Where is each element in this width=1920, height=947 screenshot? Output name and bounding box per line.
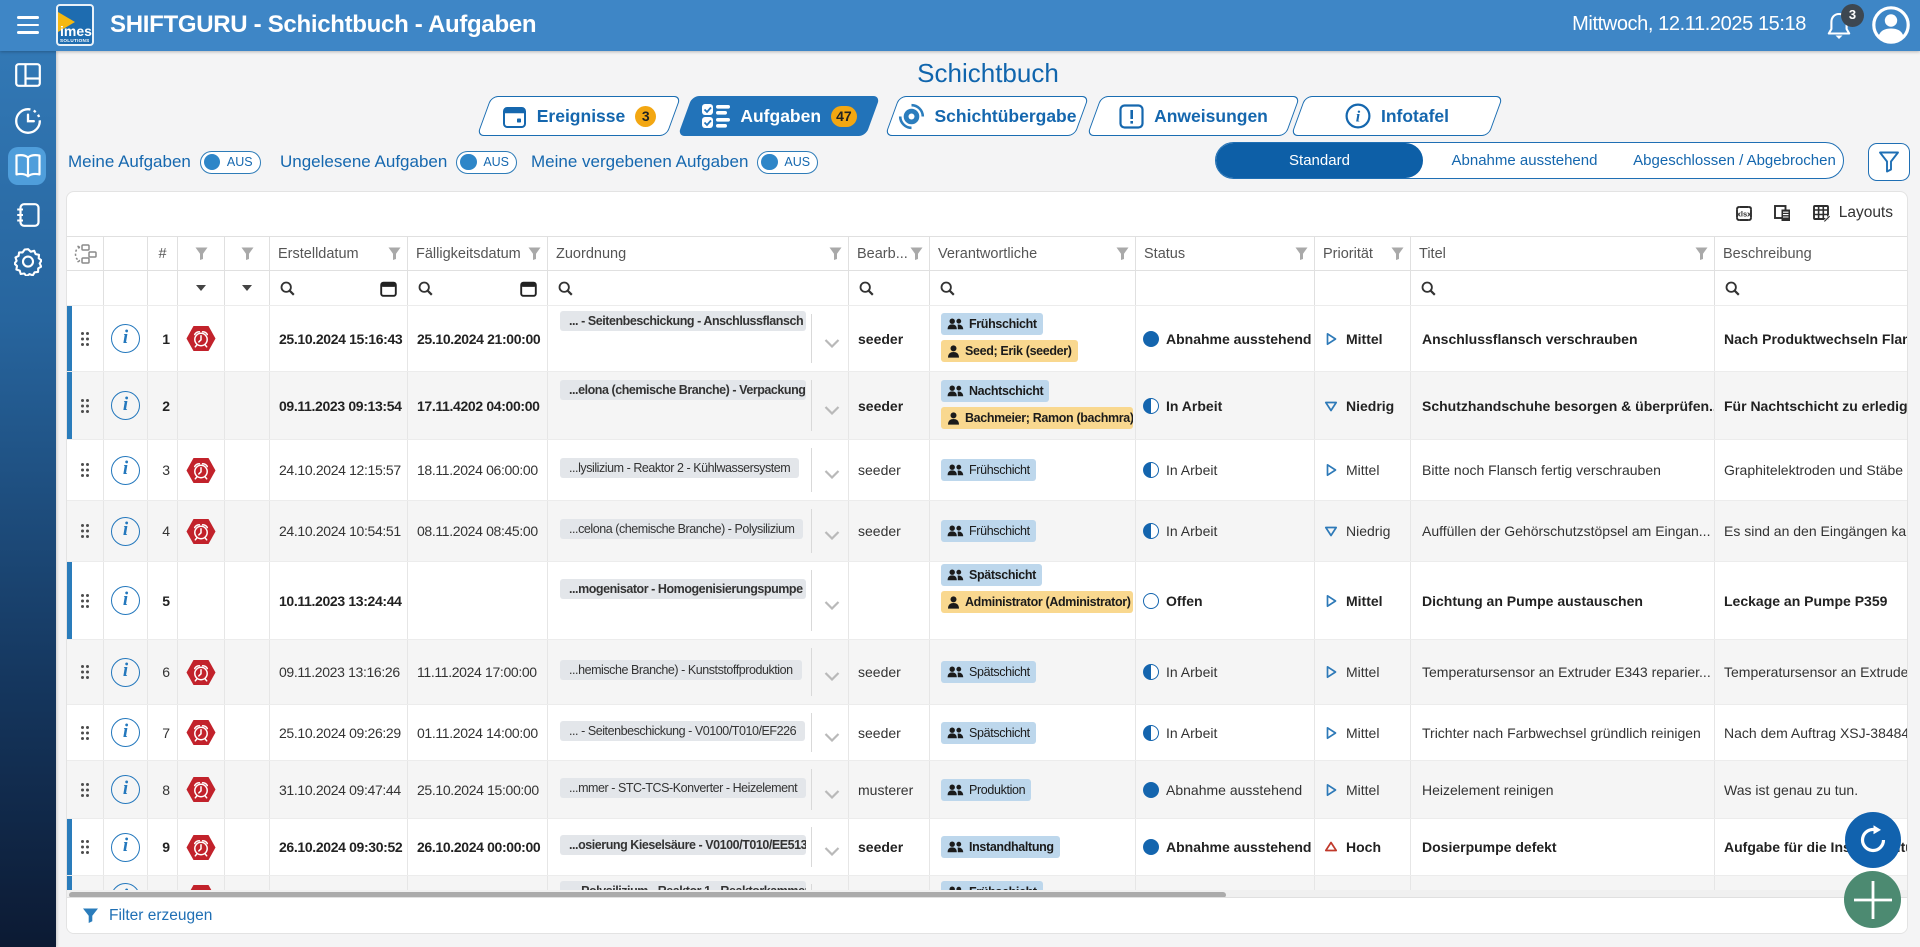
svg-text:i: i: [1356, 109, 1361, 126]
svg-text:xlsx: xlsx: [1736, 209, 1751, 218]
